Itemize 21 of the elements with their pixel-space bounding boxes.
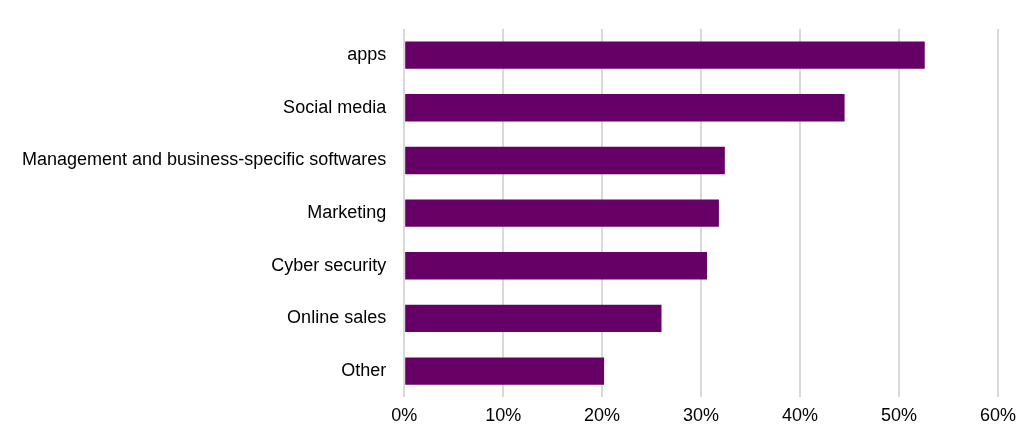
x-tick-label: 30%	[683, 405, 720, 426]
y-tick-label: Management and business-specific softwares	[22, 149, 387, 170]
bar	[405, 199, 719, 227]
bar	[405, 94, 845, 122]
x-tick-label: 10%	[485, 405, 522, 426]
x-tick-label: 50%	[881, 405, 918, 426]
y-tick-label: apps	[347, 44, 387, 65]
y-tick-label: Online sales	[287, 307, 387, 328]
bar	[405, 41, 925, 69]
bar	[405, 357, 605, 385]
x-tick-label: 60%	[979, 405, 1016, 426]
y-tick-label: Cyber security	[271, 254, 387, 275]
x-tick-label: 40%	[782, 405, 819, 426]
bar	[405, 304, 662, 333]
y-tick-label: Social media	[283, 96, 388, 117]
x-tick-label: 0%	[391, 405, 418, 426]
x-tick-label: 20%	[584, 405, 621, 426]
y-tick-label: Marketing	[307, 202, 387, 223]
y-tick-label: Other	[341, 360, 387, 381]
bar	[405, 252, 708, 280]
bar	[405, 146, 725, 175]
